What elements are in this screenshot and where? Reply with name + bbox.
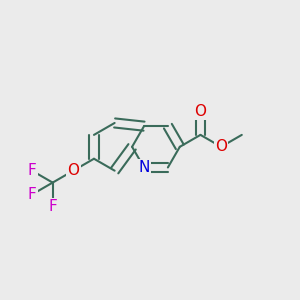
Text: F: F (28, 187, 36, 202)
Text: O: O (67, 163, 79, 178)
Text: F: F (48, 199, 57, 214)
Text: O: O (194, 103, 206, 118)
Text: N: N (138, 160, 150, 175)
Text: F: F (28, 163, 36, 178)
Text: O: O (215, 139, 227, 154)
